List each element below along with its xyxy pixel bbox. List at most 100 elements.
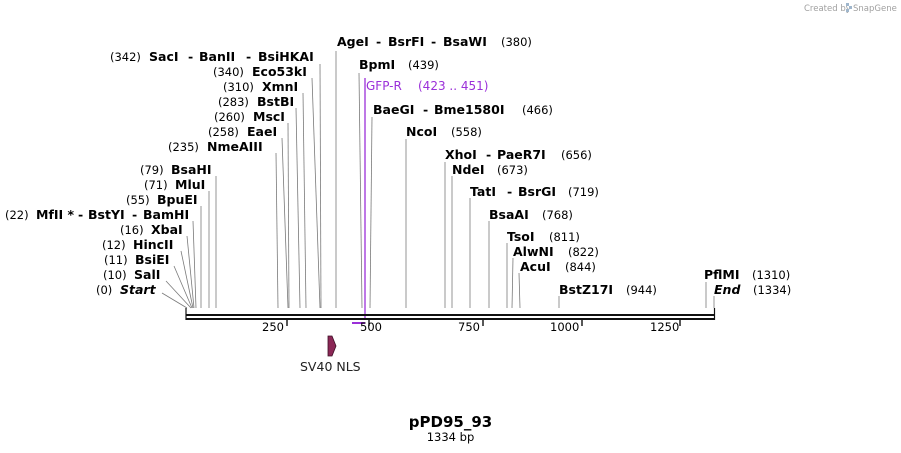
site-bsaai[interactable]: BsaAI (768) <box>489 207 573 222</box>
enzyme-name: TsoI <box>507 229 535 244</box>
site-position: (342) <box>110 50 141 64</box>
site-saci-group[interactable]: (342) SacI - BanII - BsiHKAI <box>110 49 314 64</box>
site-pflmi[interactable]: PflMI (1310) <box>704 267 790 282</box>
separator: - <box>431 34 436 49</box>
leader-bamhi <box>192 220 197 309</box>
site-position: (235) <box>168 140 199 154</box>
primer-name: GFP-R <box>366 79 402 93</box>
bottom-strand <box>186 318 715 320</box>
leader-baegi <box>369 116 373 309</box>
leader-eco53ki <box>311 77 321 309</box>
site-position: (71) <box>144 178 168 192</box>
site-alwni[interactable]: AlwNI (822) <box>513 244 599 259</box>
site-agei-group[interactable]: AgeI - BsrFI - BsaWI (380) <box>337 34 532 49</box>
enzyme-name: XbaI <box>151 222 183 237</box>
primer-gfp-r[interactable]: GFP-R (423 .. 451) <box>352 78 488 324</box>
separator: - <box>78 207 83 222</box>
leader-alwni <box>511 257 514 309</box>
site-position: (719) <box>568 185 599 199</box>
site-acui[interactable]: AcuI (844) <box>520 259 596 274</box>
site-bstz17i[interactable]: BstZ17I (944) <box>559 282 657 297</box>
site-position: (260) <box>214 110 245 124</box>
top-strand <box>186 314 715 316</box>
right-site-labels: AgeI - BsrFI - BsaWI (380) BpmI (439) Ba… <box>337 34 791 297</box>
site-bsiei[interactable]: (11) BsiEI <box>104 252 169 267</box>
site-tsoi[interactable]: TsoI (811) <box>507 229 580 244</box>
site-mfli-group[interactable]: (22) MfII * - BstYI - BamHI <box>5 207 189 222</box>
enzyme-name: NmeAIII <box>207 139 263 154</box>
leader-nmeaiii <box>275 152 279 309</box>
enzyme-name: PflMI <box>704 267 740 282</box>
site-tati-group[interactable]: TatI - BsrGI (719) <box>470 184 599 199</box>
site-ncoi[interactable]: NcoI (558) <box>406 124 482 139</box>
site-bsahi[interactable]: (79) BsaHI <box>140 162 212 177</box>
site-position: (673) <box>497 163 528 177</box>
site-position: (340) <box>213 65 244 79</box>
site-position: (822) <box>568 245 599 259</box>
site-position: (10) <box>103 268 127 282</box>
end-label: End <box>714 282 741 297</box>
map-title: pPD95_93 1334 bp <box>409 413 492 444</box>
leader-lines <box>161 51 715 309</box>
enzyme-name: Eco53kI <box>252 64 307 79</box>
site-ndei[interactable]: NdeI (673) <box>452 162 528 177</box>
site-bpuei[interactable]: (55) BpuEI <box>126 192 198 207</box>
enzyme-name: MluI <box>175 177 205 192</box>
credit-text: Created by <box>804 4 851 14</box>
separator: - <box>132 207 137 222</box>
site-xbai[interactable]: (16) XbaI <box>120 222 183 237</box>
separator: - <box>486 147 491 162</box>
leader-start <box>161 292 188 309</box>
site-position: (79) <box>140 163 164 177</box>
site-nmeaiii[interactable]: (235) NmeAIII <box>168 139 263 154</box>
site-msci[interactable]: (260) MscI <box>214 109 285 124</box>
site-position: (16) <box>120 223 144 237</box>
site-position: (811) <box>549 230 580 244</box>
site-sali[interactable]: (10) SalI <box>103 267 160 282</box>
enzyme-name: BsiEI <box>135 252 169 267</box>
leader-saci <box>319 63 322 309</box>
site-position: (258) <box>208 125 239 139</box>
site-eco53ki[interactable]: (340) Eco53kI <box>213 64 307 79</box>
site-xmni[interactable]: (310) XmnI <box>223 79 298 94</box>
enzyme-name: MfII * <box>36 207 75 222</box>
enzyme-name: BsrFI <box>388 34 424 49</box>
site-bstbi[interactable]: (283) BstBI <box>218 94 294 109</box>
enzyme-name: BamHI <box>143 207 189 222</box>
site-position: (656) <box>561 148 592 162</box>
leader-acui <box>518 272 521 309</box>
site-mlui[interactable]: (71) MluI <box>144 177 205 192</box>
site-start[interactable]: (0) Start <box>96 282 157 297</box>
enzyme-name: BsrGI <box>518 184 556 199</box>
enzyme-name: AlwNI <box>513 244 554 259</box>
site-position: (12) <box>102 238 126 252</box>
enzyme-name: BstBI <box>257 94 294 109</box>
site-eaei[interactable]: (258) EaeI <box>208 124 277 139</box>
site-position: (844) <box>565 260 596 274</box>
site-position: (22) <box>5 208 29 222</box>
credit-brand: SnapGene <box>853 4 897 14</box>
tick-label: 1250 <box>650 320 679 334</box>
leader-bsiei <box>173 265 193 309</box>
leader-hincii <box>180 250 194 309</box>
ruler: 250 500 750 1000 1250 <box>262 320 681 334</box>
separator: - <box>188 49 193 64</box>
enzyme-name: BanII <box>199 49 235 64</box>
enzyme-name: SalI <box>134 267 160 282</box>
enzyme-name: BsaHI <box>171 162 212 177</box>
site-xhoi-group[interactable]: XhoI - PaeR7I (656) <box>445 147 592 162</box>
enzyme-name: TatI <box>470 184 496 199</box>
feature-sv40-nls[interactable]: SV40 NLS <box>300 335 361 374</box>
site-hincii[interactable]: (12) HincII <box>102 237 173 252</box>
feature-label: SV40 NLS <box>300 359 361 374</box>
tick-label: 1000 <box>550 320 579 334</box>
site-bpmi[interactable]: BpmI (439) <box>359 57 439 72</box>
site-baegi-group[interactable]: BaeGI - Bme1580I (466) <box>373 102 553 117</box>
site-end[interactable]: End (1334) <box>714 282 791 297</box>
dna-backbone <box>185 308 716 320</box>
site-position: (380) <box>501 35 532 49</box>
leader-xbai <box>186 235 195 309</box>
separator: - <box>507 184 512 199</box>
enzyme-name: HincII <box>133 237 173 252</box>
plasmid-name: pPD95_93 <box>409 413 492 431</box>
